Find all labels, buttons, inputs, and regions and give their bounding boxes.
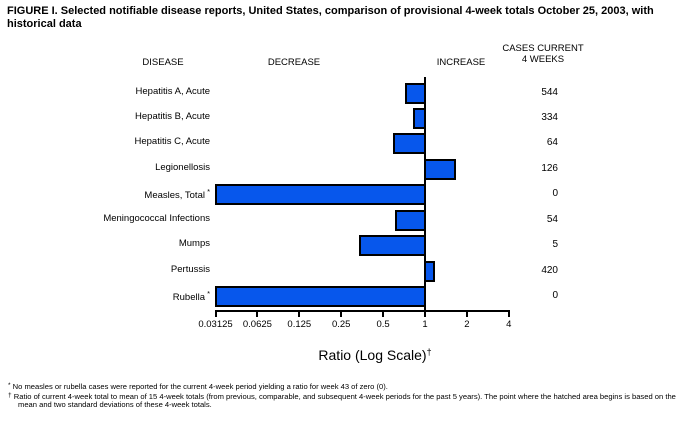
- disease-label-text: Mumps: [178, 238, 210, 250]
- x-axis-title: Ratio (Log Scale)†: [240, 347, 510, 363]
- x-axis-title-text: Ratio (Log Scale): [318, 347, 427, 363]
- column-header-decrease: DECREASE: [267, 57, 321, 68]
- x-axis-tick-label: 0.03125: [198, 319, 233, 330]
- x-axis-tick-label: 4: [506, 319, 512, 330]
- disease-label-text: Pertussis: [170, 263, 210, 275]
- ratio-bar: [424, 158, 456, 180]
- disease-label-text: Hepatitis B, Acute: [135, 110, 210, 122]
- figure-title: FIGURE I. Selected notifiable disease re…: [7, 5, 654, 30]
- disease-label: Meningococcal Infections: [0, 213, 210, 227]
- column-header-cases-line2: 4 WEEKS: [521, 54, 565, 65]
- baseline-ratio-1: [424, 77, 426, 312]
- ratio-bar: [393, 133, 426, 155]
- footnote-text: Ratio of current 4-week total to mean of…: [11, 391, 676, 410]
- footnote-text: No measles or rubella cases were reporte…: [10, 382, 388, 391]
- x-axis-tick-label: 0.0625: [242, 319, 272, 330]
- x-axis-tick: [340, 310, 343, 317]
- cases-value: 54: [546, 213, 558, 225]
- disease-label: Legionellosis: [0, 162, 210, 176]
- disease-label-text: Hepatitis A, Acute: [135, 85, 210, 97]
- footnote-mark: *: [8, 382, 11, 389]
- footnote: * No measles or rubella cases were repor…: [8, 382, 684, 392]
- x-axis-tick: [382, 310, 385, 317]
- ratio-bar: [404, 82, 426, 104]
- disease-label: Hepatitis A, Acute: [0, 86, 210, 100]
- footnote-mark: †: [8, 391, 12, 399]
- cases-value: 0: [552, 188, 558, 200]
- cases-value: 0: [552, 290, 558, 302]
- x-axis-tick-label: 0.5: [376, 319, 390, 330]
- x-axis-tick: [214, 310, 217, 317]
- footnote-mark: *: [204, 289, 210, 299]
- column-header-disease: DISEASE: [142, 57, 184, 68]
- disease-label: Hepatitis B, Acute: [0, 111, 210, 125]
- ratio-bar: [214, 286, 426, 308]
- cases-value: 126: [541, 162, 558, 174]
- footnotes: * No measles or rubella cases were repor…: [8, 382, 684, 410]
- x-axis-tick-label: 0.125: [287, 319, 312, 330]
- x-axis-tick: [424, 310, 426, 317]
- ratio-bar: [395, 209, 426, 231]
- disease-label: Hepatitis C, Acute: [0, 136, 210, 150]
- x-axis-tick-label: 2: [464, 319, 470, 330]
- footnote: † Ratio of current 4-week total to mean …: [8, 392, 684, 410]
- x-axis-tick-label: 1: [422, 319, 428, 330]
- cases-value: 5: [552, 239, 558, 251]
- x-axis-tick: [465, 310, 468, 317]
- column-header-cases: CASES CURRENT 4 WEEKS: [483, 43, 603, 65]
- disease-label-text: Hepatitis C, Acute: [134, 136, 210, 148]
- disease-label: Mumps: [0, 238, 210, 252]
- ratio-bar: [358, 235, 426, 257]
- x-axis-title-dagger: †: [426, 347, 432, 357]
- cases-value: 544: [541, 86, 558, 98]
- column-header-increase: INCREASE: [436, 57, 486, 68]
- cases-value: 420: [541, 264, 558, 276]
- x-axis-line: [214, 310, 510, 312]
- footnote-mark: *: [204, 187, 210, 197]
- ratio-bar: [214, 184, 426, 206]
- disease-label: Measles, Total *: [0, 187, 210, 201]
- cases-value: 334: [541, 111, 558, 123]
- x-axis-tick-label: 0.25: [331, 319, 351, 330]
- disease-label-text: Legionellosis: [155, 161, 210, 173]
- disease-label-text: Meningococcal Infections: [103, 212, 210, 224]
- disease-label: Rubella *: [0, 289, 210, 303]
- column-header-cases-line1: CASES CURRENT: [502, 43, 584, 54]
- disease-label-text: Rubella: [172, 292, 205, 304]
- cases-value: 64: [546, 137, 558, 149]
- disease-label-text: Measles, Total: [144, 190, 205, 202]
- x-axis-tick: [507, 310, 510, 317]
- x-axis-tick: [298, 310, 301, 317]
- disease-label: Pertussis: [0, 264, 210, 278]
- x-axis-tick: [256, 310, 259, 317]
